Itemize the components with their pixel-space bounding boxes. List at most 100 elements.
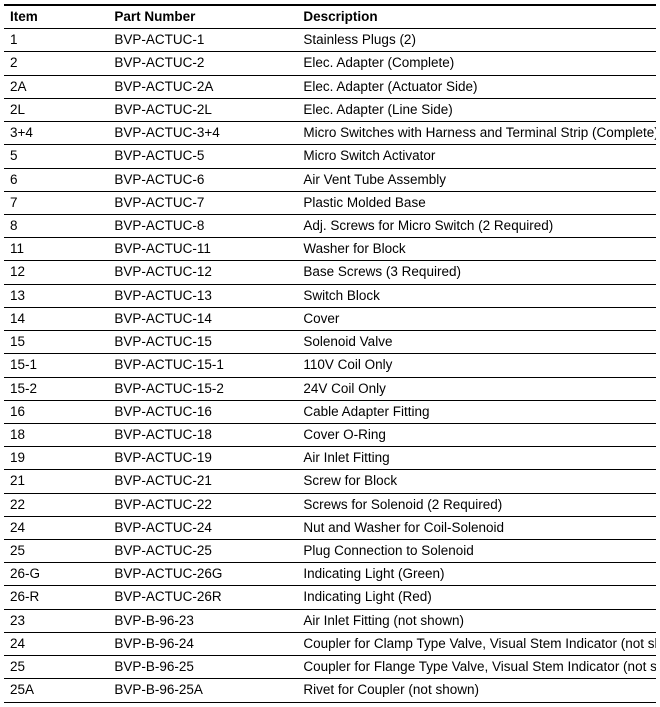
cell-description: Coupler for Clamp Type Valve, Visual Ste… bbox=[297, 632, 656, 655]
cell-item: 14 bbox=[4, 307, 108, 330]
cell-item: 2L bbox=[4, 98, 108, 121]
cell-description: Stainless Plugs (2) bbox=[297, 29, 656, 52]
cell-part-number: BVP-ACTUC-26R bbox=[108, 586, 297, 609]
cell-description: Plug Connection to Solenoid bbox=[297, 540, 656, 563]
cell-item: 13 bbox=[4, 284, 108, 307]
cell-description: Washer for Block bbox=[297, 238, 656, 261]
cell-description: Cable Adapter Fitting bbox=[297, 400, 656, 423]
cell-item: 15-2 bbox=[4, 377, 108, 400]
header-row: Item Part Number Description bbox=[4, 5, 656, 29]
table-row: 15-1BVP-ACTUC-15-1110V Coil Only bbox=[4, 354, 656, 377]
cell-description: Adj. Screws for Micro Switch (2 Required… bbox=[297, 214, 656, 237]
cell-item: 24 bbox=[4, 632, 108, 655]
parts-table-head: Item Part Number Description bbox=[4, 5, 656, 29]
cell-part-number: BVP-ACTUC-25 bbox=[108, 540, 297, 563]
cell-description: Elec. Adapter (Actuator Side) bbox=[297, 75, 656, 98]
cell-part-number: BVP-ACTUC-7 bbox=[108, 191, 297, 214]
cell-item: 2 bbox=[4, 52, 108, 75]
table-row: 26-GBVP-ACTUC-26GIndicating Light (Green… bbox=[4, 563, 656, 586]
cell-item: 1 bbox=[4, 29, 108, 52]
cell-item: 12 bbox=[4, 261, 108, 284]
cell-part-number: BVP-ACTUC-11 bbox=[108, 238, 297, 261]
cell-description: Air Inlet Fitting (not shown) bbox=[297, 609, 656, 632]
table-row: 22BVP-ACTUC-22Screws for Solenoid (2 Req… bbox=[4, 493, 656, 516]
table-row: 15-2BVP-ACTUC-15-224V Coil Only bbox=[4, 377, 656, 400]
table-row: 2LBVP-ACTUC-2LElec. Adapter (Line Side) bbox=[4, 98, 656, 121]
cell-description: Air Inlet Fitting bbox=[297, 447, 656, 470]
cell-description: Screw for Block bbox=[297, 470, 656, 493]
cell-item: 24 bbox=[4, 516, 108, 539]
parts-table-body: 1BVP-ACTUC-1Stainless Plugs (2)2BVP-ACTU… bbox=[4, 29, 656, 702]
table-row: 6BVP-ACTUC-6Air Vent Tube Assembly bbox=[4, 168, 656, 191]
cell-part-number: BVP-ACTUC-8 bbox=[108, 214, 297, 237]
table-row: 2BVP-ACTUC-2Elec. Adapter (Complete) bbox=[4, 52, 656, 75]
parts-table: Item Part Number Description 1BVP-ACTUC-… bbox=[4, 4, 656, 703]
cell-part-number: BVP-ACTUC-15-1 bbox=[108, 354, 297, 377]
cell-part-number: BVP-B-96-25A bbox=[108, 679, 297, 702]
cell-part-number: BVP-ACTUC-21 bbox=[108, 470, 297, 493]
cell-description: Coupler for Flange Type Valve, Visual St… bbox=[297, 656, 656, 679]
table-row: 26-RBVP-ACTUC-26RIndicating Light (Red) bbox=[4, 586, 656, 609]
cell-part-number: BVP-ACTUC-2L bbox=[108, 98, 297, 121]
cell-item: 21 bbox=[4, 470, 108, 493]
cell-part-number: BVP-ACTUC-1 bbox=[108, 29, 297, 52]
header-part-number: Part Number bbox=[108, 5, 297, 29]
cell-description: Base Screws (3 Required) bbox=[297, 261, 656, 284]
table-row: 13BVP-ACTUC-13Switch Block bbox=[4, 284, 656, 307]
cell-description: Nut and Washer for Coil-Solenoid bbox=[297, 516, 656, 539]
table-row: 15BVP-ACTUC-15Solenoid Valve bbox=[4, 331, 656, 354]
cell-part-number: BVP-ACTUC-24 bbox=[108, 516, 297, 539]
cell-description: Plastic Molded Base bbox=[297, 191, 656, 214]
cell-description: Switch Block bbox=[297, 284, 656, 307]
cell-part-number: BVP-ACTUC-16 bbox=[108, 400, 297, 423]
cell-description: Elec. Adapter (Complete) bbox=[297, 52, 656, 75]
table-row: 1BVP-ACTUC-1Stainless Plugs (2) bbox=[4, 29, 656, 52]
cell-part-number: BVP-ACTUC-3+4 bbox=[108, 122, 297, 145]
cell-item: 18 bbox=[4, 423, 108, 446]
cell-part-number: BVP-ACTUC-13 bbox=[108, 284, 297, 307]
table-row: 2ABVP-ACTUC-2AElec. Adapter (Actuator Si… bbox=[4, 75, 656, 98]
cell-item: 23 bbox=[4, 609, 108, 632]
table-row: 7BVP-ACTUC-7Plastic Molded Base bbox=[4, 191, 656, 214]
table-row: 3+4BVP-ACTUC-3+4Micro Switches with Harn… bbox=[4, 122, 656, 145]
cell-part-number: BVP-ACTUC-15 bbox=[108, 331, 297, 354]
cell-description: Cover O-Ring bbox=[297, 423, 656, 446]
table-row: 21BVP-ACTUC-21Screw for Block bbox=[4, 470, 656, 493]
cell-part-number: BVP-B-96-23 bbox=[108, 609, 297, 632]
table-row: 19BVP-ACTUC-19Air Inlet Fitting bbox=[4, 447, 656, 470]
cell-part-number: BVP-ACTUC-15-2 bbox=[108, 377, 297, 400]
cell-part-number: BVP-ACTUC-18 bbox=[108, 423, 297, 446]
cell-description: 24V Coil Only bbox=[297, 377, 656, 400]
table-row: 25ABVP-B-96-25ARivet for Coupler (not sh… bbox=[4, 679, 656, 702]
table-row: 25BVP-ACTUC-25Plug Connection to Solenoi… bbox=[4, 540, 656, 563]
cell-item: 15-1 bbox=[4, 354, 108, 377]
cell-item: 15 bbox=[4, 331, 108, 354]
cell-description: Indicating Light (Green) bbox=[297, 563, 656, 586]
cell-description: Micro Switches with Harness and Terminal… bbox=[297, 122, 656, 145]
cell-part-number: BVP-ACTUC-12 bbox=[108, 261, 297, 284]
cell-part-number: BVP-ACTUC-2 bbox=[108, 52, 297, 75]
header-item: Item bbox=[4, 5, 108, 29]
cell-part-number: BVP-ACTUC-14 bbox=[108, 307, 297, 330]
cell-item: 16 bbox=[4, 400, 108, 423]
cell-item: 25A bbox=[4, 679, 108, 702]
cell-part-number: BVP-ACTUC-6 bbox=[108, 168, 297, 191]
cell-item: 25 bbox=[4, 540, 108, 563]
cell-item: 8 bbox=[4, 214, 108, 237]
cell-item: 19 bbox=[4, 447, 108, 470]
cell-description: Screws for Solenoid (2 Required) bbox=[297, 493, 656, 516]
table-row: 16BVP-ACTUC-16Cable Adapter Fitting bbox=[4, 400, 656, 423]
table-row: 8BVP-ACTUC-8Adj. Screws for Micro Switch… bbox=[4, 214, 656, 237]
cell-description: Cover bbox=[297, 307, 656, 330]
cell-item: 2A bbox=[4, 75, 108, 98]
cell-description: Air Vent Tube Assembly bbox=[297, 168, 656, 191]
cell-description: 110V Coil Only bbox=[297, 354, 656, 377]
table-row: 24BVP-B-96-24Coupler for Clamp Type Valv… bbox=[4, 632, 656, 655]
table-row: 12BVP-ACTUC-12Base Screws (3 Required) bbox=[4, 261, 656, 284]
cell-description: Rivet for Coupler (not shown) bbox=[297, 679, 656, 702]
cell-part-number: BVP-ACTUC-19 bbox=[108, 447, 297, 470]
table-row: 24BVP-ACTUC-24Nut and Washer for Coil-So… bbox=[4, 516, 656, 539]
cell-item: 3+4 bbox=[4, 122, 108, 145]
cell-item: 5 bbox=[4, 145, 108, 168]
cell-part-number: BVP-ACTUC-26G bbox=[108, 563, 297, 586]
